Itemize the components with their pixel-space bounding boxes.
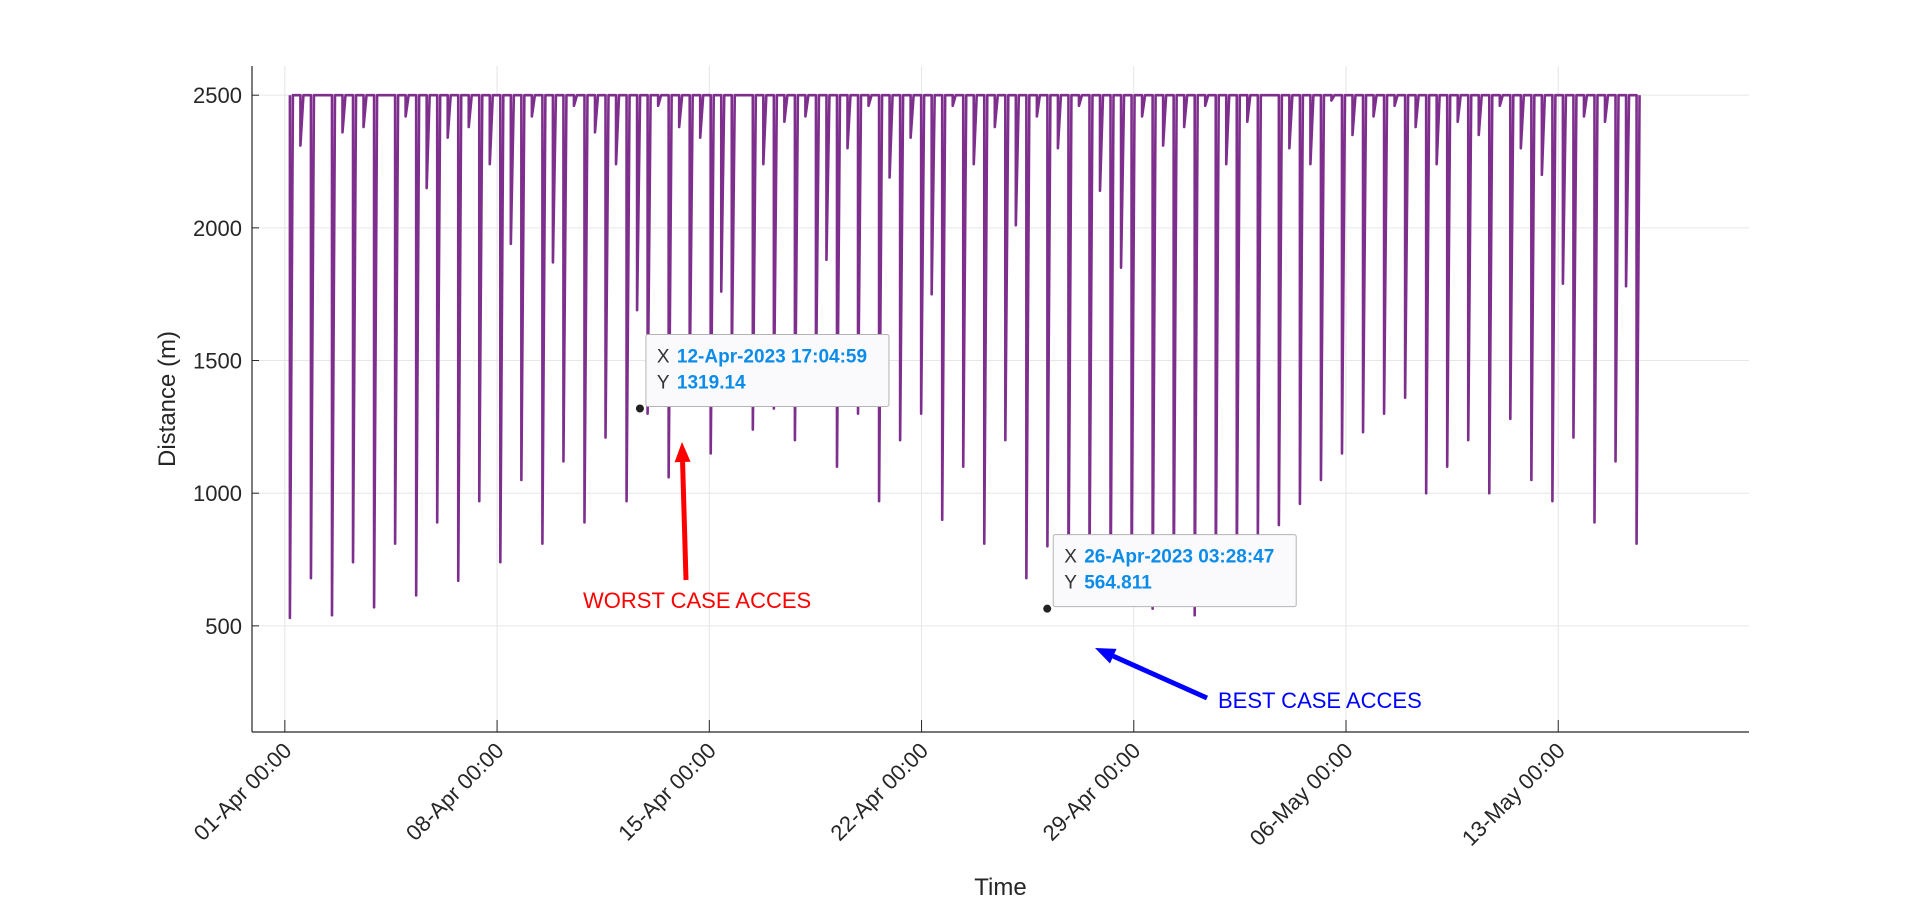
distance-series-path bbox=[288, 93, 1641, 620]
x-tick-label: 15-Apr 00:00 bbox=[613, 738, 721, 846]
datatip-box bbox=[1052, 534, 1297, 608]
worst-case-arrowhead bbox=[674, 442, 691, 463]
best-case-arrow bbox=[1112, 653, 1209, 701]
worst-case-label: WORST CASE ACCES bbox=[583, 588, 811, 613]
x-tick-label: 22-Apr 00:00 bbox=[825, 738, 933, 846]
y-tick-label: 1500 bbox=[193, 349, 242, 374]
y-tick-label: 1000 bbox=[193, 481, 242, 506]
datatip-y-value: 1319.14 bbox=[677, 373, 746, 394]
series-line bbox=[288, 93, 1641, 620]
datatips: X 12-Apr-2023 17:04:59 Y 1319.14 X 26-Ap… bbox=[635, 334, 1297, 613]
datatip-x-value: 12-Apr-2023 17:04:59 bbox=[677, 347, 867, 368]
x-tick-label: 29-Apr 00:00 bbox=[1038, 738, 1146, 846]
datatip-best[interactable]: X 26-Apr-2023 03:28:47 Y 564.811 bbox=[1043, 534, 1297, 613]
datatip-worst[interactable]: X 12-Apr-2023 17:04:59 Y 1319.14 bbox=[635, 334, 890, 413]
worst-case-annotation: WORST CASE ACCES bbox=[583, 442, 811, 613]
worst-case-arrow bbox=[680, 461, 689, 581]
best-case-label: BEST CASE ACCES bbox=[1218, 688, 1422, 713]
datatip-marker bbox=[635, 404, 644, 413]
x-tick-label: 08-Apr 00:00 bbox=[401, 738, 509, 846]
datatip-y-prefix: Y bbox=[1064, 573, 1077, 594]
axes bbox=[251, 66, 1749, 733]
x-tick-label: 01-Apr 00:00 bbox=[189, 738, 297, 846]
datatip-x-value: 26-Apr-2023 03:28:47 bbox=[1084, 547, 1274, 568]
datatip-box bbox=[645, 334, 890, 408]
datatip-y-value: 564.811 bbox=[1084, 573, 1152, 594]
best-case-arrowhead bbox=[1095, 648, 1117, 664]
x-tick-label: 06-May 00:00 bbox=[1245, 738, 1358, 851]
y-tick-label: 2000 bbox=[193, 216, 242, 241]
x-axis-title: Time bbox=[974, 874, 1026, 899]
y-axis-title: Distance (m) bbox=[154, 331, 181, 467]
x-tick-label: 13-May 00:00 bbox=[1457, 738, 1570, 851]
y-tick-label: 2500 bbox=[193, 83, 242, 108]
datatip-x-prefix: X bbox=[1064, 547, 1077, 568]
datatip-y-prefix: Y bbox=[657, 373, 670, 394]
datatip-marker bbox=[1043, 604, 1052, 613]
y-tick-label: 500 bbox=[205, 614, 242, 639]
best-case-annotation: BEST CASE ACCES bbox=[1095, 648, 1422, 713]
grid bbox=[252, 66, 1749, 732]
datatip-x-prefix: X bbox=[657, 347, 670, 368]
